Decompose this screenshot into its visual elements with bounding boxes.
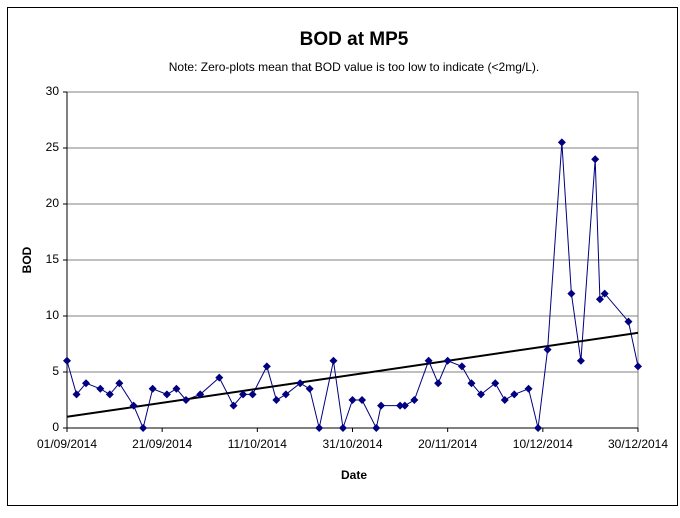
y-tick-label: 0 xyxy=(52,420,59,434)
x-tick-label: 01/09/2014 xyxy=(37,437,97,451)
data-point xyxy=(400,401,409,410)
data-point xyxy=(624,317,633,326)
data-point xyxy=(491,379,500,388)
data-point xyxy=(634,362,642,371)
data-point xyxy=(476,390,485,399)
x-tick-label: 10/12/2014 xyxy=(513,437,573,451)
data-point xyxy=(510,390,519,399)
data-point xyxy=(63,356,71,365)
data-point xyxy=(396,401,405,410)
data-point xyxy=(229,401,238,410)
data-point xyxy=(162,390,171,399)
data-point xyxy=(315,424,324,432)
data-point xyxy=(329,356,338,365)
data-point xyxy=(281,390,290,399)
data-point xyxy=(72,390,81,399)
data-point xyxy=(457,362,466,371)
data-point xyxy=(434,379,443,388)
data-point xyxy=(181,396,190,404)
data-point xyxy=(129,401,138,410)
data-point xyxy=(595,295,604,304)
x-tick-label: 31/10/2014 xyxy=(322,437,382,451)
data-point xyxy=(543,345,552,354)
data-point xyxy=(358,396,367,404)
data-point xyxy=(96,384,105,393)
x-tick-label: 30/12/2014 xyxy=(608,437,668,451)
y-tick-label: 25 xyxy=(46,140,60,154)
data-point xyxy=(115,379,124,388)
data-point xyxy=(443,356,452,365)
data-point xyxy=(348,396,357,404)
data-point xyxy=(600,289,609,298)
data-point xyxy=(524,384,533,393)
data-point xyxy=(105,390,114,399)
data-point xyxy=(410,396,419,404)
data-point xyxy=(82,379,91,388)
y-tick-label: 30 xyxy=(46,84,60,98)
data-point xyxy=(262,362,271,371)
data-point xyxy=(557,138,566,147)
data-point xyxy=(248,390,257,399)
data-point xyxy=(591,155,600,164)
data-point xyxy=(305,384,314,393)
data-line xyxy=(66,142,639,430)
trendline xyxy=(66,331,639,418)
data-point xyxy=(467,379,476,388)
data-point xyxy=(272,396,281,404)
x-tick-label: 20/11/2014 xyxy=(418,437,477,451)
data-point xyxy=(567,289,576,298)
data-point xyxy=(139,424,148,432)
data-point xyxy=(296,379,305,388)
x-tick-label: 11/10/2014 xyxy=(228,437,287,451)
data-point xyxy=(172,384,181,393)
data-point xyxy=(500,396,509,404)
chart-title: BOD at MP5 xyxy=(300,29,409,50)
y-tick-label: 10 xyxy=(46,308,60,322)
x-tick-label: 21/09/2014 xyxy=(132,437,192,451)
chart-subtitle: Note: Zero-plots mean that BOD value is … xyxy=(169,60,540,74)
data-point xyxy=(377,401,386,410)
y-tick-label: 5 xyxy=(52,364,59,378)
y-axis-label: BOD xyxy=(20,246,34,273)
x-axis-label: Date xyxy=(341,468,367,482)
y-tick-label: 15 xyxy=(46,252,60,266)
data-point xyxy=(215,373,224,382)
data-point xyxy=(196,390,205,399)
data-point xyxy=(576,356,585,365)
data-point xyxy=(338,424,347,432)
data-point xyxy=(239,390,248,399)
data-point xyxy=(148,384,157,393)
y-tick-label: 20 xyxy=(46,196,60,210)
data-point xyxy=(424,356,433,365)
data-point xyxy=(534,424,543,432)
data-point xyxy=(372,424,381,432)
